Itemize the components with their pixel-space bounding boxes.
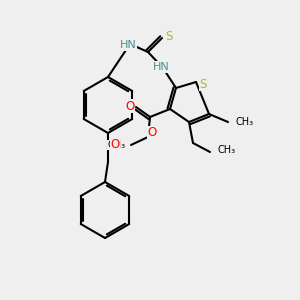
Text: HN: HN (120, 40, 136, 50)
Text: CH₃: CH₃ (108, 140, 126, 150)
Text: HN: HN (153, 62, 169, 72)
Text: S: S (199, 77, 207, 91)
Text: S: S (165, 29, 173, 43)
Text: O: O (125, 100, 135, 112)
Text: CH₃: CH₃ (218, 145, 236, 155)
Text: O: O (147, 127, 157, 140)
Text: CH₃: CH₃ (236, 117, 254, 127)
Text: O: O (110, 139, 120, 152)
